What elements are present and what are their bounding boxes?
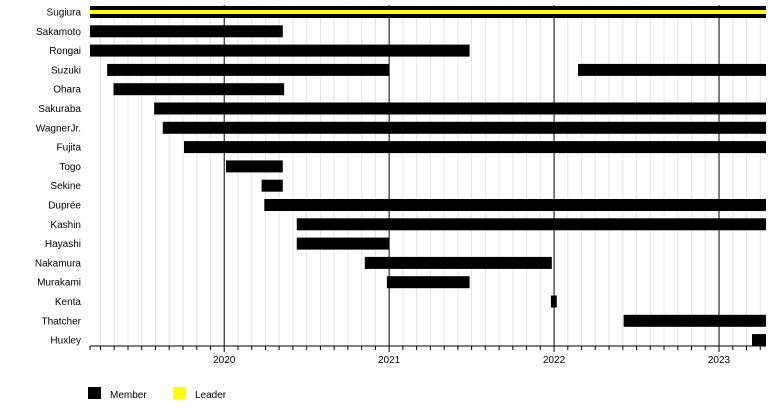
- member-bar: [386, 276, 470, 289]
- row-label-sakamoto: Sakamoto: [36, 27, 81, 38]
- row-label-thatcher: Thatcher: [42, 316, 82, 327]
- row-label-hayashi: Hayashi: [45, 239, 81, 250]
- member-bar: [107, 63, 390, 76]
- grid: [100, 5, 761, 346]
- member-bar: [162, 121, 766, 134]
- x-tick-label: 2020: [213, 355, 236, 366]
- member-bar: [296, 218, 766, 231]
- row-label-huxley: Huxley: [50, 336, 81, 347]
- legend-label-leader: Leader: [195, 390, 227, 401]
- legend-swatch-member: [88, 387, 101, 399]
- row-label-murakami: Murakami: [37, 278, 81, 289]
- row-label-togo: Togo: [59, 162, 81, 173]
- member-bar: [261, 179, 283, 192]
- x-tick-label: 2022: [543, 355, 566, 366]
- member-bar: [90, 25, 283, 38]
- row-label-wagnerjr: WagnerJr.: [36, 123, 81, 134]
- member-bar: [264, 199, 766, 211]
- x-tick-label: 2023: [708, 355, 731, 366]
- row-label-sugiura: Sugiura: [47, 8, 82, 19]
- leader-bar: [90, 10, 766, 14]
- legend: Member Leader: [88, 387, 227, 401]
- row-label-dupre: Duprée: [48, 201, 81, 212]
- row-label-ohara: Ohara: [53, 85, 81, 96]
- row-label-sekine: Sekine: [50, 181, 81, 192]
- row-label-nakamura: Nakamura: [35, 258, 82, 269]
- legend-swatch-leader: [173, 387, 186, 399]
- member-bar: [296, 237, 390, 250]
- row-label-kashin: Kashin: [50, 220, 81, 231]
- member-bar: [154, 102, 766, 115]
- x-tick-label: 2021: [378, 355, 401, 366]
- member-bar: [751, 334, 766, 347]
- legend-label-member: Member: [110, 390, 147, 401]
- row-label-kenta: Kenta: [55, 297, 82, 308]
- x-axis: 2020 2021 2022 2023: [89, 345, 766, 366]
- row-labels: Sugiura Sakamoto Rongai Suzuki Ohara Sakuraba…: [35, 8, 82, 347]
- member-bar: [113, 83, 285, 96]
- member-bar: [550, 295, 557, 308]
- member-bar: [226, 160, 283, 173]
- member-bar: [90, 44, 470, 57]
- row-label-rongai: Rongai: [49, 46, 81, 57]
- row-label-suzuki: Suzuki: [51, 65, 81, 76]
- bars: [90, 6, 766, 347]
- row-label-sakuraba: Sakuraba: [38, 104, 81, 115]
- member-bar: [578, 63, 766, 76]
- row-label-fujita: Fujita: [57, 143, 82, 154]
- member-bar: [364, 256, 552, 269]
- member-bar: [183, 141, 766, 154]
- member-bar: [623, 314, 766, 327]
